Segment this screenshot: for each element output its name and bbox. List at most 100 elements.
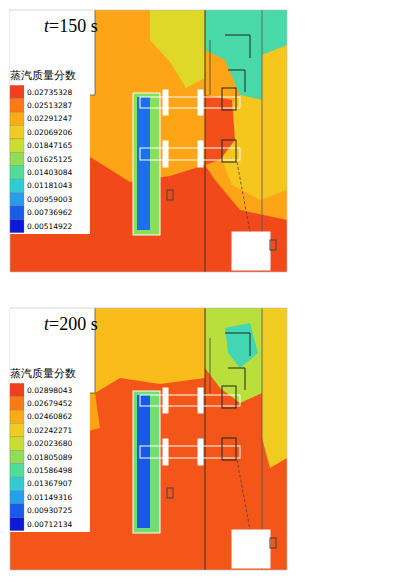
wall xyxy=(245,368,246,390)
colorbar-tick-label: 0.01625125 xyxy=(27,155,73,164)
component xyxy=(270,538,276,548)
component xyxy=(140,395,240,406)
field xyxy=(10,308,287,570)
colorbar-tick-label: 0.00736962 xyxy=(27,208,73,217)
colorbar-tick-label: 0.00959003 xyxy=(27,195,73,204)
wall xyxy=(205,308,206,570)
colorbar-tick-label: 0.01367907 xyxy=(27,479,73,488)
plot-frame xyxy=(10,308,287,570)
colorbar-swatch xyxy=(10,85,24,98)
legend-background xyxy=(10,94,90,234)
colorbar-swatch xyxy=(10,166,24,179)
component xyxy=(140,148,240,160)
colorbar-swatch xyxy=(10,112,24,125)
wall xyxy=(245,70,246,92)
colorbar-tick-label: 0.00712134 xyxy=(27,520,73,529)
colorbar-swatch xyxy=(10,139,24,152)
colorbar-swatch xyxy=(10,206,24,219)
contour-region xyxy=(205,95,235,165)
component xyxy=(198,141,203,167)
colorbar-tick-label: 0.02735328 xyxy=(27,88,73,97)
colorbar-swatch xyxy=(10,152,24,165)
colorbar-swatch xyxy=(10,99,24,112)
contour-region xyxy=(225,323,258,368)
colorbar-swatch xyxy=(10,219,24,232)
colorbar-swatch xyxy=(10,491,24,504)
field xyxy=(10,10,287,272)
component xyxy=(163,439,168,465)
colorbar-tick-label: 0.01586498 xyxy=(27,466,73,475)
colorbar-swatch xyxy=(10,437,24,450)
contour-region xyxy=(95,308,205,393)
plot-frame xyxy=(10,10,287,272)
component xyxy=(163,141,168,167)
colorbar-tick-label: 0.02023680 xyxy=(27,439,73,448)
colorbar-tick-label: 0.01403084 xyxy=(27,168,73,177)
title: t=200 s xyxy=(44,314,98,334)
wall xyxy=(228,368,245,369)
colorbar-label: 蒸汽质量分数 xyxy=(10,69,76,82)
wall xyxy=(250,333,251,356)
colorbar-tick-label: 0.02069206 xyxy=(27,128,73,137)
component xyxy=(222,386,236,408)
component xyxy=(222,140,236,162)
colorbar-swatch xyxy=(10,126,24,139)
wall xyxy=(225,333,250,334)
contour-region xyxy=(133,93,160,235)
colorbar-tick-label: 0.01181043 xyxy=(27,181,73,190)
contour-region xyxy=(133,391,160,533)
colorbar-swatch xyxy=(10,504,24,517)
wall xyxy=(210,338,211,393)
wall xyxy=(225,35,250,36)
colorbar-swatch xyxy=(10,464,24,477)
colorbar-tick-label: 0.02460862 xyxy=(27,412,73,421)
colorbar-swatch xyxy=(10,383,24,396)
wall xyxy=(228,70,245,71)
title: t=150 s xyxy=(44,16,98,36)
geometry xyxy=(10,10,276,272)
wall xyxy=(237,162,250,232)
component xyxy=(163,90,168,115)
colorbar-tick-label: 0.00930725 xyxy=(27,506,73,515)
geometry xyxy=(10,308,276,570)
colorbar-tick-label: 0.02291247 xyxy=(27,114,73,123)
component xyxy=(222,88,236,110)
component xyxy=(163,388,168,413)
component xyxy=(232,530,270,568)
wall xyxy=(250,35,251,58)
component xyxy=(140,446,240,458)
legend-background xyxy=(10,392,90,532)
component xyxy=(140,97,240,108)
component xyxy=(270,240,276,250)
colorbar: 0.02735328 0.02513287 0.02291247 0.02069206… xyxy=(10,85,73,232)
component xyxy=(222,438,236,460)
contour-region xyxy=(262,308,287,468)
colorbar: 0.028980430.026794520.024608620.02242271… xyxy=(10,383,73,530)
colorbar-tick-label: 0.02513287 xyxy=(27,101,73,110)
figure: t=150 s 蒸汽质量分数 0.02735328 0.02513287 0.02291… xyxy=(0,0,399,582)
colorbar-tick-label: 0.00514922 xyxy=(27,222,73,231)
colorbar-swatch xyxy=(10,179,24,192)
contour-region xyxy=(205,308,262,403)
component xyxy=(167,488,173,498)
wall xyxy=(237,460,250,530)
panel: t=150 s 蒸汽质量分数 0.02735328 0.02513287 0.02291… xyxy=(10,10,287,272)
colorbar-swatch xyxy=(10,397,24,410)
component xyxy=(198,388,203,413)
colorbar-tick-label: 0.02679452 xyxy=(27,399,73,408)
contour-region xyxy=(10,308,287,570)
colorbar-tick-label: 0.01805089 xyxy=(27,453,73,462)
colorbar-tick-label: 0.01149316 xyxy=(27,493,73,502)
component xyxy=(198,90,203,115)
contour-region xyxy=(137,97,150,230)
colorbar-swatch xyxy=(10,477,24,490)
colorbar-swatch xyxy=(10,424,24,437)
component xyxy=(133,93,160,235)
contour-region xyxy=(10,10,287,272)
colorbar-label: 蒸汽质量分数 xyxy=(10,367,76,380)
colorbar-swatch xyxy=(10,410,24,423)
colorbar-tick-label: 0.01847165 xyxy=(27,141,73,150)
contour-region xyxy=(150,10,205,88)
colorbar-tick-label: 0.02898043 xyxy=(27,386,73,395)
component xyxy=(198,439,203,465)
